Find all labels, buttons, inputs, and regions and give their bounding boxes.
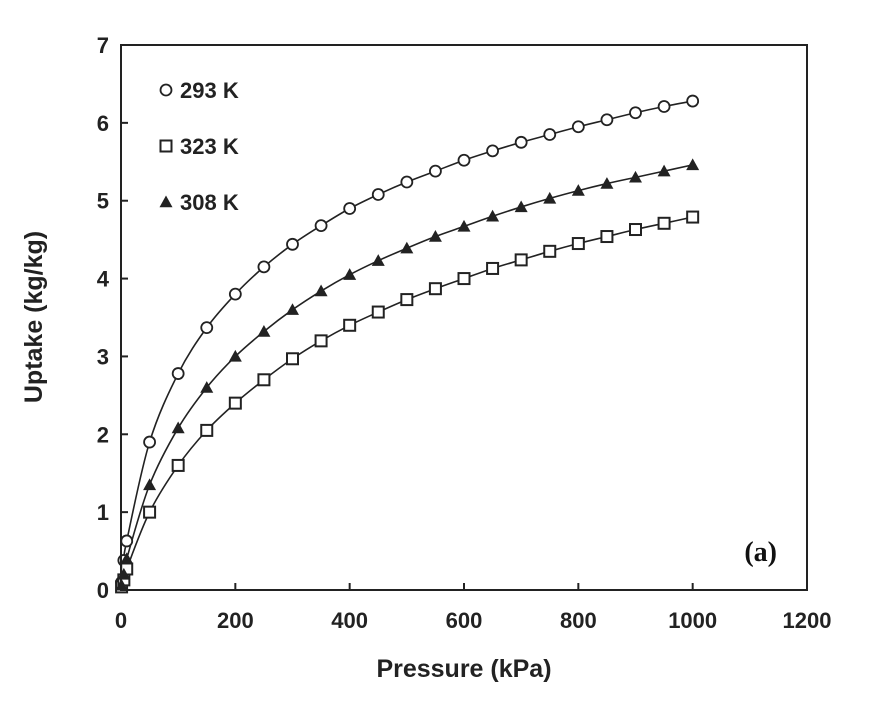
x-tick-label: 1000: [668, 608, 717, 633]
legend-marker-293-k: [159, 83, 173, 97]
x-axis-label: Pressure (kPa): [376, 655, 551, 683]
x-tick-label: 800: [560, 608, 597, 633]
x-tick-label: 1200: [783, 608, 832, 633]
x-tick-label: 200: [217, 608, 254, 633]
point-323-k: [457, 272, 471, 286]
point-293-k: [343, 202, 357, 215]
point-293-k: [200, 321, 214, 335]
y-tick-label: 0: [97, 578, 109, 603]
point-293-k: [486, 144, 499, 158]
point-308-k: [143, 478, 157, 491]
point-293-k: [371, 188, 385, 201]
point-323-k: [400, 293, 414, 307]
point-293-k: [686, 94, 700, 108]
fit-curves: [120, 100, 693, 591]
point-308-k: [457, 219, 471, 232]
point-293-k: [457, 153, 471, 167]
y-tick-label: 6: [97, 111, 109, 136]
point-308-k: [571, 184, 585, 196]
point-293-k: [571, 120, 585, 134]
point-323-k: [600, 230, 614, 244]
point-308-k: [257, 325, 271, 337]
point-308-k: [343, 268, 357, 280]
point-293-k: [429, 164, 442, 178]
point-293-k: [143, 435, 156, 449]
legend-label-323-k: 323 K: [180, 134, 239, 159]
y-tick-label: 1: [97, 500, 109, 525]
y-tick-label: 4: [97, 267, 110, 292]
x-tick-label: 0: [115, 608, 127, 633]
data-markers: [115, 94, 700, 594]
legend-label-308-k: 308 K: [180, 190, 239, 215]
point-308-k: [428, 230, 442, 242]
y-tick-label: 2: [97, 422, 109, 447]
fit-curve-323-k: [120, 216, 693, 591]
point-308-k: [400, 241, 414, 254]
point-293-k: [543, 128, 557, 141]
point-293-k: [171, 367, 185, 380]
point-308-k: [543, 191, 557, 204]
point-323-k: [571, 237, 585, 251]
point-308-k: [171, 421, 185, 434]
point-293-k: [228, 287, 242, 301]
point-308-k: [686, 158, 700, 171]
point-323-k: [428, 282, 442, 296]
point-308-k: [657, 164, 671, 177]
point-293-k: [600, 113, 614, 127]
point-308-k: [600, 177, 614, 189]
point-308-k: [514, 200, 528, 213]
legend-marker-308-k: [159, 195, 173, 208]
point-293-k: [314, 219, 328, 233]
legend-label-293-k: 293 K: [180, 78, 239, 103]
legend-marker-323-k: [159, 139, 173, 153]
point-323-k: [343, 318, 357, 332]
point-323-k: [543, 244, 557, 258]
point-323-k: [228, 396, 242, 410]
point-323-k: [629, 223, 642, 237]
point-293-k: [120, 534, 134, 548]
point-308-k: [228, 349, 242, 362]
x-tick-label: 400: [331, 608, 368, 633]
point-323-k: [286, 352, 299, 366]
y-tick-label: 3: [97, 344, 109, 369]
fit-curve-293-k: [120, 100, 693, 591]
point-323-k: [686, 210, 700, 224]
tick-labels: 0 200 400 600 800 1000 1200 0 1 2 3 4 5 6 7: [97, 33, 832, 633]
point-293-k: [400, 175, 414, 189]
x-tick-label: 600: [446, 608, 483, 633]
axis-ticks: [120, 44, 808, 591]
point-323-k: [200, 423, 214, 437]
point-293-k: [514, 135, 528, 149]
point-293-k: [629, 106, 642, 120]
point-308-k: [629, 170, 642, 183]
point-323-k: [514, 253, 528, 267]
point-293-k: [257, 260, 271, 274]
y-tick-label: 7: [97, 33, 109, 58]
point-308-k: [314, 284, 328, 297]
y-tick-label: 5: [97, 189, 109, 214]
point-323-k: [314, 334, 328, 348]
point-308-k: [371, 254, 385, 266]
point-308-k: [200, 381, 214, 393]
point-323-k: [143, 505, 157, 519]
point-293-k: [657, 100, 671, 113]
plot-frame: [120, 44, 808, 591]
panel-annotation: (a): [744, 537, 777, 568]
point-323-k: [486, 261, 500, 275]
legend: 293 K 323 K 308 K: [159, 78, 239, 215]
point-308-k: [286, 303, 299, 315]
point-323-k: [371, 305, 385, 319]
y-axis-label: Uptake (kg/kg): [20, 231, 48, 403]
fit-curve-308-k: [120, 164, 693, 591]
point-293-k: [286, 237, 299, 251]
point-323-k: [657, 216, 671, 230]
point-308-k: [120, 552, 134, 565]
point-323-k: [171, 458, 185, 472]
point-323-k: [257, 373, 271, 387]
point-308-k: [486, 209, 500, 222]
